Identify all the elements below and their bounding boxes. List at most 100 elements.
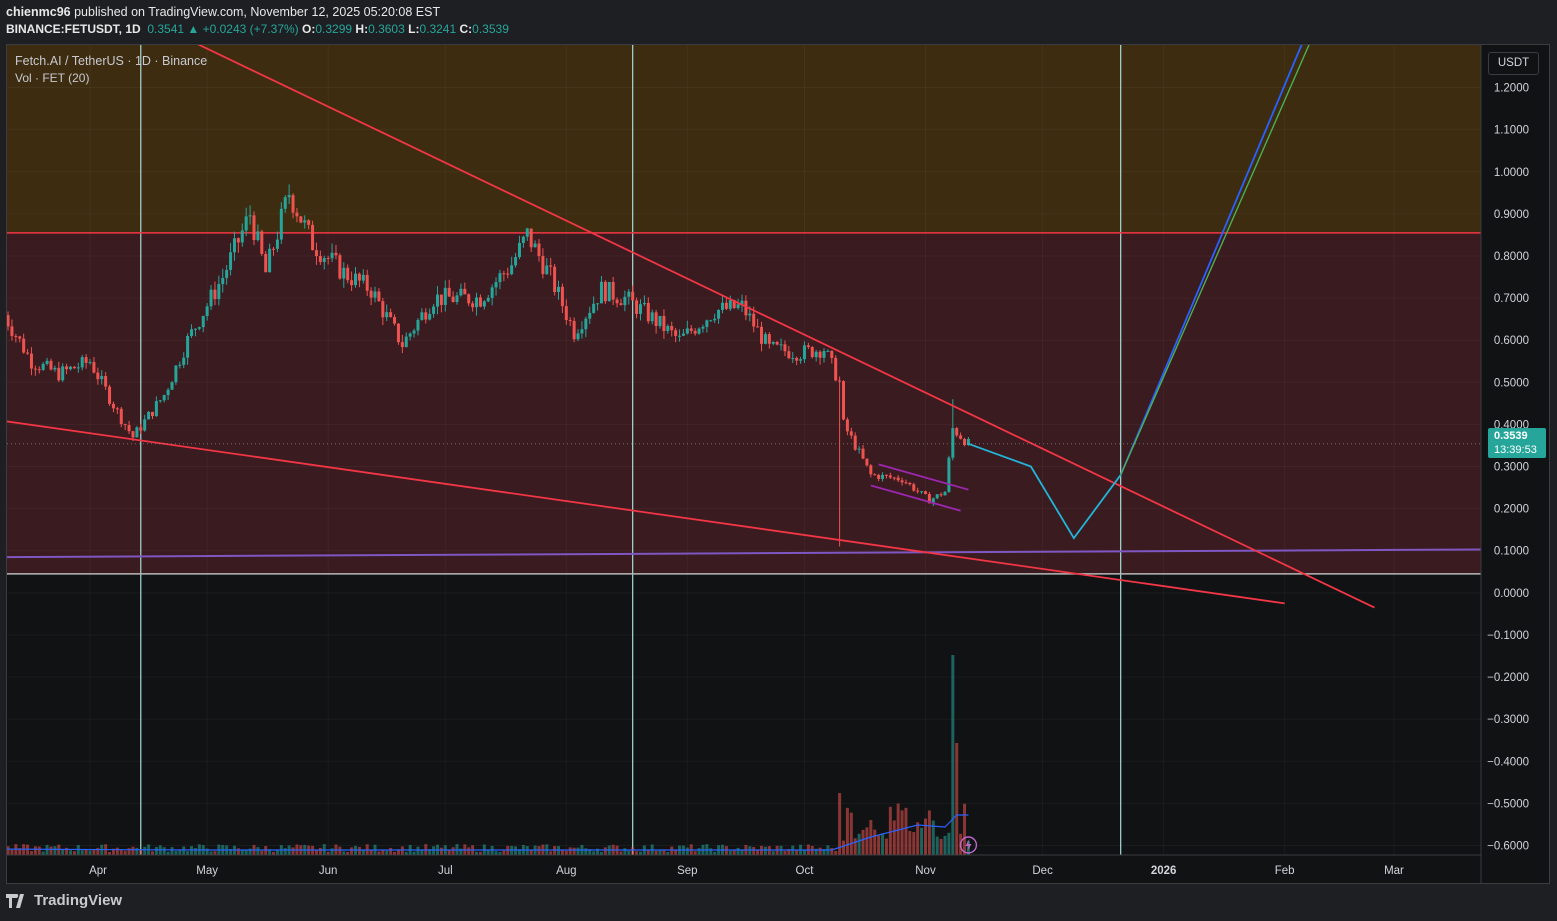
volume-bar (229, 848, 233, 855)
candle-body (455, 295, 459, 303)
candle-body (908, 482, 912, 485)
close-value: 0.3539 (472, 22, 509, 36)
candle-body (209, 289, 213, 307)
y-tick-label: 1.1000 (1494, 125, 1529, 137)
candle-body (404, 336, 408, 348)
low-value: 0.3241 (419, 22, 457, 36)
candle-body (779, 344, 783, 346)
candle-body (861, 448, 865, 459)
candle-body (955, 428, 959, 436)
candle-body (533, 243, 537, 248)
volume-bar (244, 850, 248, 855)
volume-bar (943, 835, 947, 855)
volume-bar (475, 851, 479, 855)
volume-bar (963, 803, 967, 855)
volume-bar (713, 851, 717, 855)
volume-bar (763, 846, 767, 855)
volume-bar (61, 849, 65, 855)
volume-bar (849, 812, 853, 855)
volume-bar (666, 851, 670, 855)
candle-body (311, 224, 315, 251)
candle-body (806, 345, 810, 347)
volume-bar (904, 807, 908, 855)
candle-body (732, 300, 736, 309)
candle-body (330, 252, 334, 259)
candle-body (178, 364, 182, 366)
candle-body (557, 286, 561, 292)
volume-bar (834, 850, 838, 855)
x-tick-label: Apr (89, 865, 107, 877)
candle-body (291, 195, 295, 213)
publisher-name[interactable]: chienmc96 (6, 5, 71, 19)
candle-body (884, 474, 888, 476)
volume-bar (154, 846, 158, 855)
candle-body (213, 289, 217, 300)
candle-body (642, 302, 646, 305)
volume-bar (166, 851, 170, 855)
candle-body (182, 357, 186, 365)
candle-body (810, 346, 814, 358)
volume-bar (260, 850, 264, 855)
candle-body (560, 286, 564, 307)
candle-body (623, 296, 627, 306)
volume-bar (931, 820, 935, 855)
candle-body (275, 239, 279, 249)
volume-bar (740, 849, 744, 855)
candle-body (771, 341, 775, 344)
volume-bar (272, 851, 276, 855)
volume-bar (45, 844, 49, 855)
y-tick-label: 0.1000 (1494, 546, 1529, 558)
volume-bar (900, 810, 904, 855)
candle-body (935, 494, 939, 499)
candle-body (72, 366, 76, 369)
candle-body (350, 280, 354, 286)
candle-body (108, 386, 112, 404)
candle-body (57, 367, 61, 381)
volume-bar (467, 847, 471, 855)
candle-body (84, 357, 88, 363)
candle-body (459, 288, 463, 296)
candle-body (400, 342, 404, 348)
y-tick-label: −0.6000 (1487, 841, 1529, 853)
candle-body (685, 328, 689, 334)
lightning-icon (959, 836, 978, 854)
candle-body (740, 300, 744, 305)
candle-body (943, 491, 947, 496)
candle-body (365, 274, 369, 291)
candle-body (256, 231, 260, 241)
y-tick-label: −0.5000 (1487, 798, 1529, 810)
volume-bar (662, 850, 666, 855)
volume-bar (72, 851, 76, 855)
volume-bar (338, 846, 342, 855)
last-price-value: 0.3539 (1494, 430, 1528, 442)
candle-body (338, 255, 342, 279)
candle-body (842, 381, 846, 420)
candle-body (760, 326, 764, 344)
volume-bar (135, 847, 139, 855)
tradingview-brand[interactable]: TradingView (6, 892, 122, 909)
candle-body (631, 291, 635, 301)
candle-body (627, 291, 631, 297)
currency-button[interactable]: USDT (1488, 52, 1539, 75)
candle-body (295, 212, 299, 217)
resistance-zone (7, 45, 1481, 233)
candle-body (521, 236, 525, 243)
candle-body (787, 351, 791, 359)
volume-bar (802, 850, 806, 855)
volume-bar (268, 849, 272, 855)
volume-bar (588, 849, 592, 855)
candle-body (369, 290, 373, 298)
volume-bar (346, 851, 350, 855)
candle-body (463, 288, 467, 295)
volume-bar (178, 849, 182, 855)
volume-bar (912, 832, 916, 855)
brand-name: TradingView (34, 892, 123, 909)
chart-frame[interactable]: 1.2000 1.1000 1.0000 0.9000 0.8000 0.7000 0.60… (6, 44, 1550, 884)
price-chart[interactable]: 1.2000 1.1000 1.0000 0.9000 0.8000 0.7000 0.60… (7, 45, 1549, 883)
candle-body (447, 287, 451, 297)
volume-bar (783, 850, 787, 855)
volume-bar (947, 832, 951, 855)
volume-bar (877, 834, 881, 855)
volume-bar (361, 850, 365, 855)
candle-body (799, 359, 803, 361)
